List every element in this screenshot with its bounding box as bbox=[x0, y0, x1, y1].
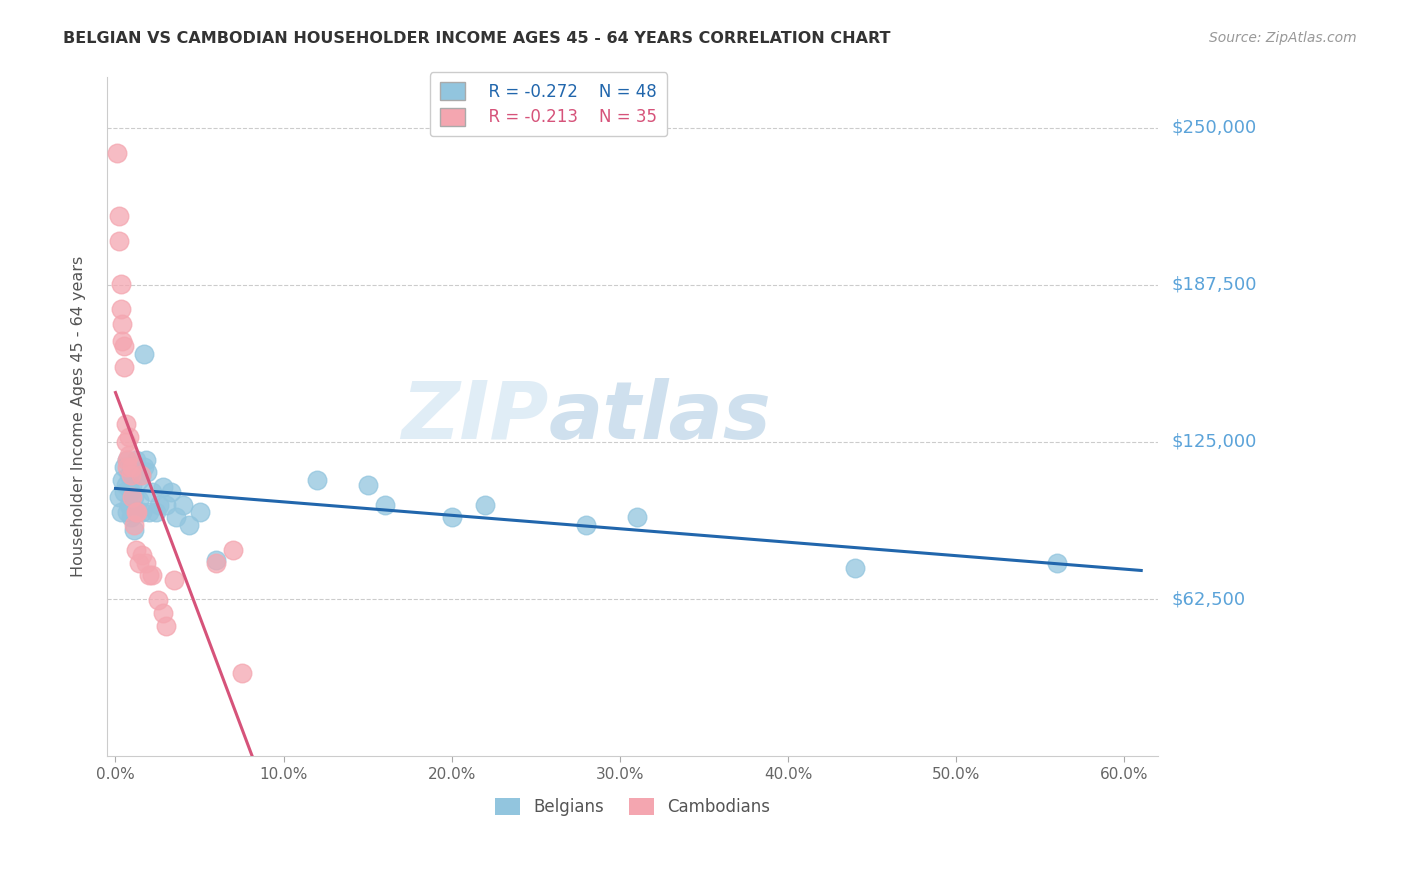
Point bbox=[111, 473, 134, 487]
Point bbox=[163, 574, 186, 588]
Point bbox=[373, 498, 395, 512]
Point bbox=[1046, 556, 1069, 570]
Point bbox=[141, 568, 163, 582]
Point bbox=[132, 347, 155, 361]
Point bbox=[172, 498, 194, 512]
Point bbox=[111, 334, 134, 349]
Point bbox=[165, 510, 187, 524]
Text: ZIP: ZIP bbox=[401, 378, 548, 456]
Point bbox=[108, 234, 131, 248]
Point bbox=[120, 510, 142, 524]
Point bbox=[121, 460, 143, 475]
Point bbox=[474, 498, 496, 512]
Text: $125,000: $125,000 bbox=[1173, 433, 1257, 451]
Point bbox=[118, 448, 141, 462]
Point bbox=[128, 556, 150, 570]
Point bbox=[128, 473, 150, 487]
Point bbox=[112, 460, 135, 475]
Point bbox=[111, 317, 134, 331]
Point bbox=[135, 556, 157, 570]
Text: $62,500: $62,500 bbox=[1173, 591, 1246, 608]
Point bbox=[222, 543, 245, 558]
Point bbox=[112, 485, 135, 500]
Point bbox=[155, 498, 177, 512]
Point bbox=[440, 510, 463, 524]
Text: BELGIAN VS CAMBODIAN HOUSEHOLDER INCOME AGES 45 - 64 YEARS CORRELATION CHART: BELGIAN VS CAMBODIAN HOUSEHOLDER INCOME … bbox=[63, 31, 891, 46]
Point bbox=[145, 505, 167, 519]
Point bbox=[120, 485, 142, 500]
Point bbox=[110, 505, 132, 519]
Point bbox=[114, 417, 136, 432]
Point bbox=[307, 473, 329, 487]
Point bbox=[108, 209, 131, 223]
Point bbox=[110, 277, 132, 291]
Point bbox=[114, 435, 136, 450]
Point bbox=[131, 548, 153, 562]
Point bbox=[205, 556, 228, 570]
Point bbox=[844, 560, 866, 574]
Point bbox=[114, 477, 136, 491]
Point bbox=[148, 498, 170, 512]
Point bbox=[138, 505, 160, 519]
Point bbox=[110, 301, 132, 316]
Point bbox=[626, 510, 648, 524]
Point bbox=[205, 553, 228, 567]
Point bbox=[118, 467, 141, 482]
Point bbox=[124, 452, 146, 467]
Point bbox=[121, 460, 143, 475]
Point bbox=[117, 452, 139, 467]
Point bbox=[112, 359, 135, 374]
Point bbox=[122, 491, 145, 505]
Point bbox=[121, 477, 143, 491]
Point bbox=[575, 518, 598, 533]
Legend: Belgians, Cambodians: Belgians, Cambodians bbox=[488, 791, 778, 822]
Point bbox=[121, 491, 143, 505]
Point bbox=[128, 492, 150, 507]
Point bbox=[118, 430, 141, 444]
Point bbox=[155, 618, 177, 632]
Point bbox=[231, 666, 253, 681]
Point bbox=[127, 505, 149, 519]
Text: $187,500: $187,500 bbox=[1173, 276, 1257, 293]
Point bbox=[188, 505, 211, 519]
Point bbox=[136, 465, 159, 479]
Point bbox=[138, 568, 160, 582]
Point bbox=[117, 460, 139, 475]
Point bbox=[152, 606, 174, 620]
Point bbox=[118, 498, 141, 512]
Point bbox=[120, 467, 142, 482]
Point bbox=[129, 467, 152, 482]
Point bbox=[124, 503, 146, 517]
Point bbox=[105, 145, 128, 160]
Point bbox=[135, 452, 157, 467]
Point bbox=[129, 467, 152, 482]
Point bbox=[131, 505, 153, 519]
Point bbox=[117, 452, 139, 467]
Point bbox=[127, 505, 149, 519]
Point bbox=[357, 477, 380, 491]
Point bbox=[108, 491, 131, 505]
Point bbox=[124, 543, 146, 558]
Y-axis label: Householder Income Ages 45 - 64 years: Householder Income Ages 45 - 64 years bbox=[72, 256, 86, 577]
Point bbox=[179, 518, 201, 533]
Point bbox=[160, 485, 183, 500]
Text: Source: ZipAtlas.com: Source: ZipAtlas.com bbox=[1209, 31, 1357, 45]
Point bbox=[132, 460, 155, 475]
Text: $250,000: $250,000 bbox=[1173, 119, 1257, 136]
Point bbox=[146, 593, 169, 607]
Point bbox=[124, 505, 146, 519]
Point bbox=[112, 339, 135, 353]
Point bbox=[152, 480, 174, 494]
Point bbox=[117, 505, 139, 519]
Point bbox=[141, 485, 163, 500]
Point bbox=[122, 518, 145, 533]
Text: atlas: atlas bbox=[548, 378, 772, 456]
Point bbox=[122, 523, 145, 537]
